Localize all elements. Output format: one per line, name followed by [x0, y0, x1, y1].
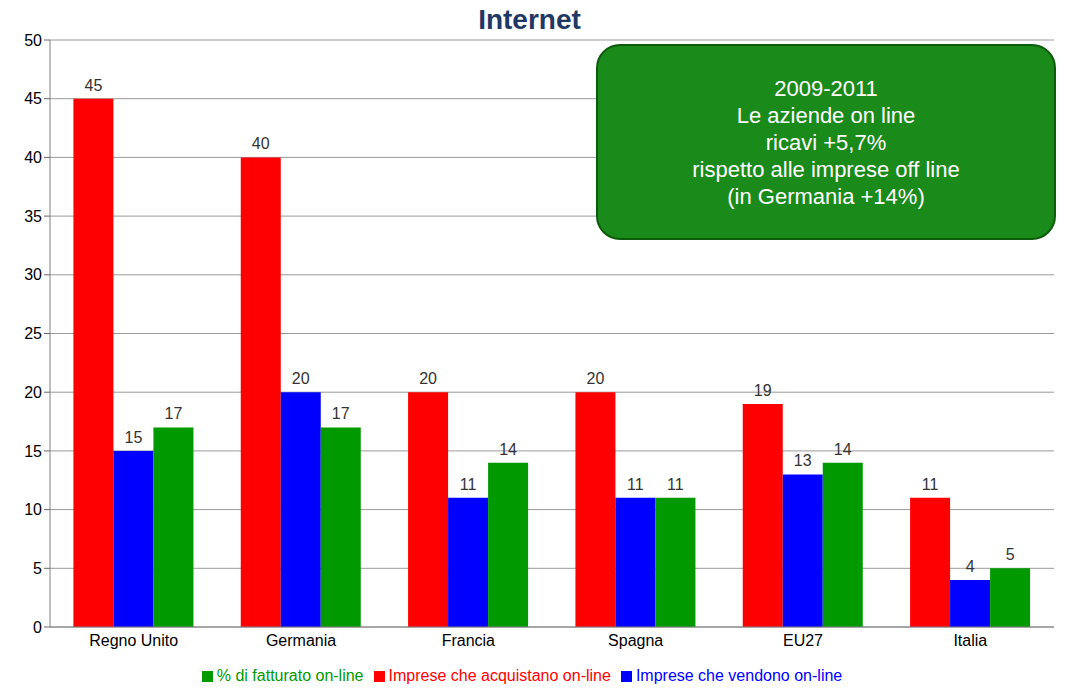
svg-text:EU27: EU27 [783, 632, 823, 649]
svg-text:30: 30 [24, 266, 42, 283]
svg-text:14: 14 [499, 441, 517, 458]
html-text:ricavi +5,7%: ricavi +5,7% [765, 129, 887, 155]
html-text:% di fatturato on-line: % di fatturato on-line [216, 667, 364, 684]
svg-text:Francia: Francia [442, 632, 495, 649]
svg-text:45: 45 [85, 77, 103, 94]
svg-text:Germania: Germania [266, 632, 336, 649]
svg-text:15: 15 [125, 429, 143, 446]
html-text:Le aziende on line: Le aziende on line [736, 102, 916, 128]
svg-text:40: 40 [252, 135, 270, 152]
svg-text:35: 35 [24, 208, 42, 225]
html-text:Imprese che acquistano on-line: Imprese che acquistano on-line [388, 667, 611, 684]
svg-text:13: 13 [794, 452, 812, 469]
svg-text:20: 20 [419, 370, 437, 387]
svg-text:Spagna: Spagna [608, 632, 663, 649]
svg-text:5: 5 [33, 560, 42, 577]
html-text:Internet: Internet [478, 4, 581, 35]
svg-text:19: 19 [754, 382, 772, 399]
svg-text:20: 20 [24, 384, 42, 401]
svg-text:11: 11 [922, 476, 939, 493]
html-text:rispetto alle imprese off line: rispetto alle imprese off line [692, 156, 960, 182]
svg-text:11: 11 [460, 476, 477, 493]
html-text:2009-2011: 2009-2011 [774, 75, 878, 101]
svg-text:50: 50 [24, 32, 42, 49]
svg-text:17: 17 [332, 405, 350, 422]
svg-text:40: 40 [24, 149, 42, 166]
svg-text:25: 25 [24, 325, 42, 342]
svg-text:14: 14 [834, 441, 852, 458]
svg-text:45: 45 [24, 90, 42, 107]
html-text:Imprese che vendono on-line: Imprese che vendono on-line [635, 667, 843, 684]
svg-text:17: 17 [165, 405, 183, 422]
svg-text:Regno Unito: Regno Unito [89, 632, 178, 649]
svg-text:11: 11 [667, 476, 684, 493]
svg-text:5: 5 [1006, 546, 1015, 563]
html-text:(in Germania +14%): (in Germania +14%) [727, 183, 925, 209]
svg-text:4: 4 [966, 558, 975, 575]
svg-text:20: 20 [587, 370, 605, 387]
svg-text:15: 15 [24, 443, 42, 460]
svg-text:10: 10 [24, 501, 42, 518]
svg-text:0: 0 [33, 619, 42, 636]
svg-text:20: 20 [292, 370, 310, 387]
svg-text:11: 11 [627, 476, 644, 493]
svg-text:Italia: Italia [953, 632, 987, 649]
